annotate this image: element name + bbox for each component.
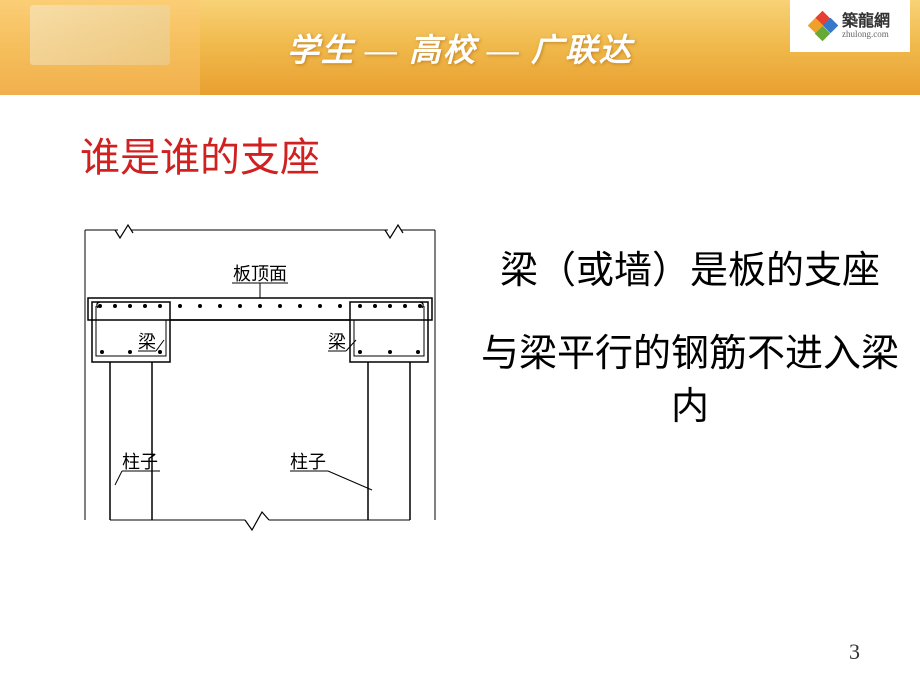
column-label-right: 柱子 xyxy=(290,452,326,472)
logo-en-text: zhulong.com xyxy=(842,30,890,39)
header-title: 学生 — 高校 — 广联达 xyxy=(287,25,633,71)
beam-label-right: 梁 xyxy=(328,332,346,352)
column-label-left: 柱子 xyxy=(122,452,158,472)
beam-label-left: 梁 xyxy=(138,332,156,352)
page-number: 3 xyxy=(849,639,860,665)
site-logo: 築龍網 zhulong.com xyxy=(790,0,910,52)
header-banner: 学生 — 高校 — 广联达 築龍網 zhulong.com xyxy=(0,0,920,95)
slab-top-label: 板顶面 xyxy=(233,264,287,284)
section-title: 谁是谁的支座 xyxy=(80,125,320,183)
text-line-2: 与梁平行的钢筋不进入梁内 xyxy=(480,328,900,434)
header-image xyxy=(30,5,170,65)
logo-icon xyxy=(810,13,836,39)
logo-cn-text: 築龍網 xyxy=(842,14,890,30)
structural-diagram: 板顶面 梁 梁 柱子 柱子 xyxy=(60,220,460,550)
body-text: 梁（或墙）是板的支座 与梁平行的钢筋不进入梁内 xyxy=(480,245,900,465)
text-line-1: 梁（或墙）是板的支座 xyxy=(480,245,900,298)
